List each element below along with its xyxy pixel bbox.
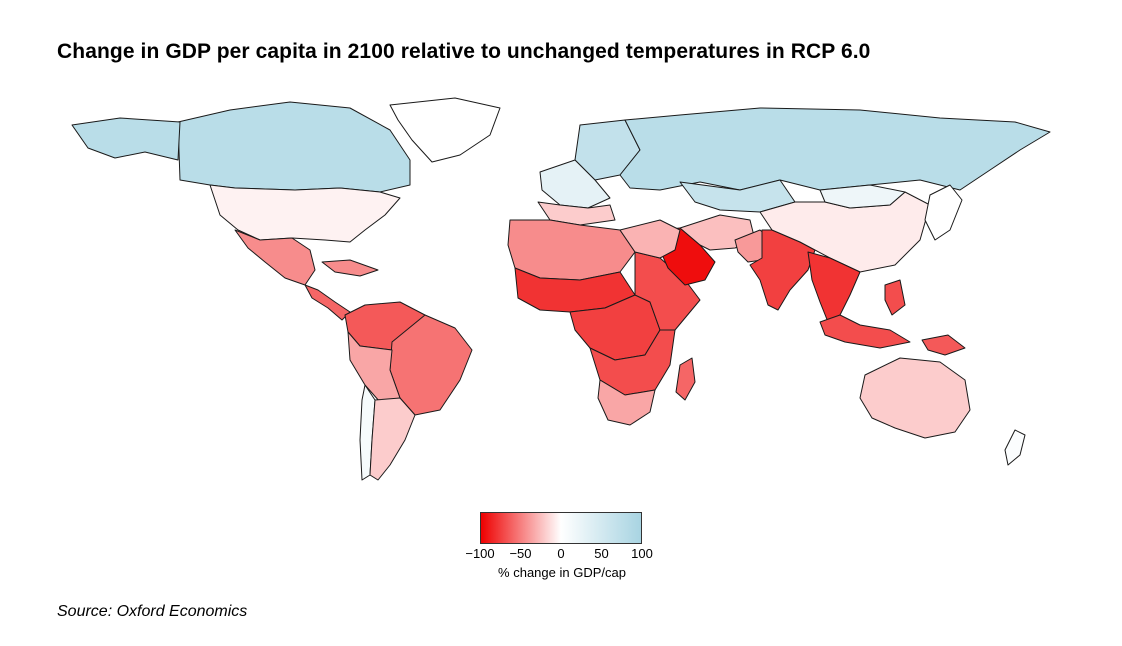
source-note: Source: Oxford Economics: [57, 603, 248, 620]
region-mexico: [234, 229, 316, 286]
region-australia: [859, 357, 971, 439]
region-madagascar: [675, 357, 696, 401]
legend-caption: % change in GDP/cap: [498, 565, 626, 580]
color-legend: −100 −50 0 50 100 % change in GDP/cap: [462, 510, 662, 590]
region-greenland: [389, 97, 501, 163]
legend-tick: 50: [594, 546, 609, 561]
region-russia: [619, 107, 1051, 191]
region-mongolia: [819, 184, 906, 209]
region-middle-east: [619, 219, 681, 259]
region-caribbean: [321, 259, 379, 277]
world-choropleth-map: [71, 97, 1051, 481]
region-papua-new-guinea: [921, 334, 966, 356]
legend-color-bar: [480, 512, 642, 544]
region-argentina: [369, 397, 416, 481]
region-central-america: [304, 284, 351, 321]
region-south-africa: [597, 379, 656, 426]
legend-tick: 100: [631, 546, 653, 561]
region-canada: [177, 101, 411, 193]
region-united-states: [209, 184, 401, 243]
legend-tick: −50: [509, 546, 532, 561]
region-western-europe: [539, 159, 611, 209]
chart-title: Change in GDP per capita in 2100 relativ…: [57, 40, 871, 63]
region-new-zealand: [1004, 429, 1026, 466]
region-indonesia-philippines: [819, 279, 911, 349]
legend-tick: 0: [557, 546, 565, 561]
region-japan-korea: [924, 184, 963, 241]
legend-tick: −100: [465, 546, 495, 561]
region-north-africa: [507, 219, 636, 281]
region-alaska: [71, 117, 181, 161]
